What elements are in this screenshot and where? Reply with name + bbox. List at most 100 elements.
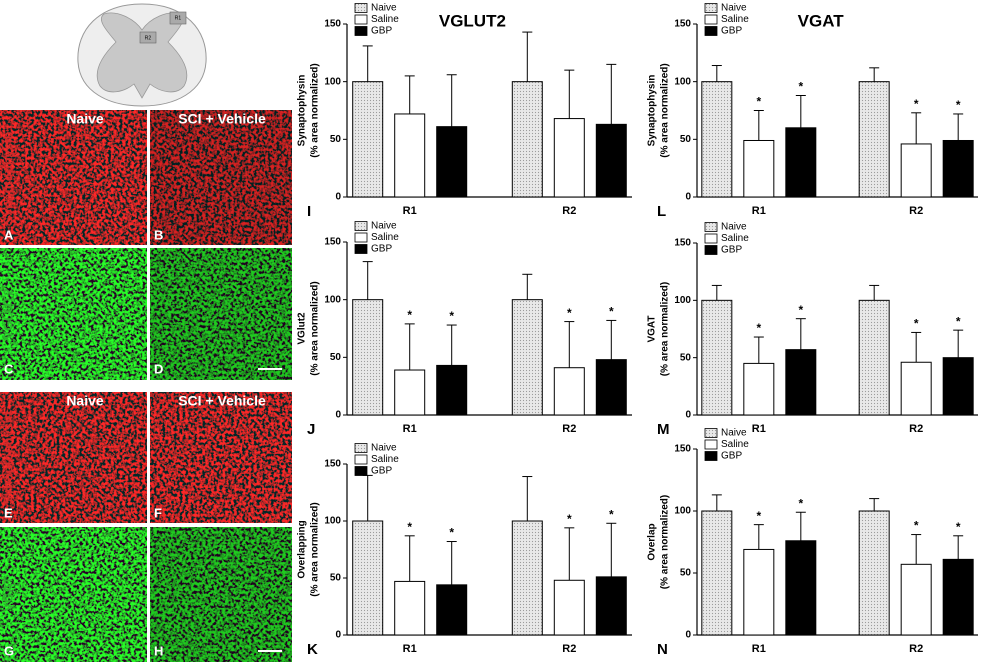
significance-marker: * bbox=[756, 321, 761, 335]
x-tick-label: R1 bbox=[403, 643, 417, 655]
legend-label: GBP bbox=[371, 26, 392, 37]
legend-label: GBP bbox=[721, 245, 742, 256]
y-tick-label: 0 bbox=[685, 410, 691, 421]
y-axis-label: Overlapping bbox=[297, 520, 308, 578]
legend-swatch bbox=[704, 26, 718, 36]
y-tick-label: 0 bbox=[685, 630, 691, 641]
y-axis-label: (% area normalized) bbox=[310, 63, 321, 157]
x-tick-label: R1 bbox=[403, 205, 417, 217]
legend-label: Saline bbox=[371, 14, 399, 25]
y-tick-label: 50 bbox=[330, 352, 342, 363]
bar bbox=[394, 580, 426, 636]
x-tick-label: R1 bbox=[752, 423, 766, 435]
y-axis-label: (% area normalized) bbox=[660, 495, 671, 589]
y-tick-label: 0 bbox=[335, 630, 341, 641]
significance-marker: * bbox=[914, 519, 919, 533]
y-axis-label: (% area normalized) bbox=[660, 282, 671, 376]
row-label: VGAT bbox=[0, 576, 15, 611]
x-tick-label: R2 bbox=[562, 643, 576, 655]
bar bbox=[394, 369, 426, 416]
legend-label: Naive bbox=[371, 443, 397, 454]
bar bbox=[436, 126, 468, 198]
panel-letter: C bbox=[4, 361, 14, 376]
x-tick-label: R2 bbox=[909, 643, 923, 655]
significance-marker: * bbox=[914, 317, 919, 331]
column-label: SCI + Vehicle bbox=[178, 393, 266, 409]
panel-letter: N bbox=[657, 641, 668, 658]
x-tick-label: R1 bbox=[403, 423, 417, 435]
y-tick-label: 100 bbox=[674, 295, 691, 306]
y-tick-label: 150 bbox=[324, 459, 341, 470]
legend-label: GBP bbox=[721, 26, 742, 37]
legend-label: Naive bbox=[371, 3, 397, 14]
panel-letter: J bbox=[307, 421, 315, 438]
legend-swatch bbox=[354, 232, 368, 243]
bar bbox=[701, 510, 733, 636]
legend-label: Saline bbox=[371, 454, 399, 465]
y-tick-label: 150 bbox=[324, 19, 341, 30]
y-axis-label: (% area normalized) bbox=[660, 63, 671, 157]
y-axis-label: Synaptophysin bbox=[297, 75, 308, 147]
y-tick-label: 50 bbox=[330, 573, 342, 584]
significance-marker: * bbox=[756, 95, 761, 109]
bar bbox=[785, 349, 817, 416]
y-tick-label: 50 bbox=[680, 134, 692, 145]
row-label: Synaptophysin bbox=[0, 411, 15, 504]
significance-marker: * bbox=[407, 308, 412, 322]
significance-marker: * bbox=[449, 526, 454, 540]
y-axis-label: Overlap bbox=[647, 523, 658, 560]
significance-marker: * bbox=[449, 309, 454, 323]
legend-swatch bbox=[704, 222, 718, 232]
y-tick-label: 100 bbox=[674, 506, 691, 517]
bar bbox=[858, 299, 890, 416]
micrograph bbox=[0, 392, 147, 523]
bar bbox=[858, 81, 890, 198]
micrograph bbox=[150, 527, 292, 662]
legend-swatch bbox=[704, 245, 718, 255]
legend-swatch bbox=[354, 3, 368, 13]
panel-letter: A bbox=[4, 227, 14, 242]
micrograph bbox=[0, 110, 147, 245]
bar bbox=[436, 364, 468, 416]
significance-marker: * bbox=[798, 303, 803, 317]
legend-swatch bbox=[354, 466, 368, 476]
bar bbox=[595, 359, 627, 416]
bar bbox=[942, 139, 974, 198]
significance-marker: * bbox=[956, 520, 961, 534]
bar bbox=[900, 563, 932, 636]
significance-marker: * bbox=[756, 509, 761, 523]
y-axis-label: Synaptophysin bbox=[647, 75, 658, 147]
legend-swatch bbox=[354, 221, 368, 231]
significance-marker: * bbox=[914, 97, 919, 111]
bar bbox=[394, 113, 426, 198]
micrograph bbox=[150, 248, 292, 380]
panel-letter: L bbox=[657, 203, 666, 220]
significance-marker: * bbox=[798, 496, 803, 510]
y-tick-label: 0 bbox=[685, 192, 691, 203]
micrograph-block: Naive SCI + Vehicle Synaptophysin VGAT E… bbox=[0, 392, 292, 662]
legend-swatch bbox=[354, 454, 368, 465]
legend-swatch bbox=[354, 26, 368, 36]
legend-label: GBP bbox=[721, 451, 742, 462]
y-tick-label: 100 bbox=[674, 76, 691, 87]
y-axis-label: VGlut2 bbox=[297, 312, 308, 345]
legend-label: Naive bbox=[721, 222, 747, 233]
panel-letter: M bbox=[657, 421, 670, 438]
legend-swatch bbox=[704, 428, 718, 438]
row-label: VGLUT2 bbox=[0, 288, 15, 339]
micrograph bbox=[0, 527, 147, 662]
bar bbox=[553, 118, 585, 198]
bar bbox=[785, 540, 817, 636]
significance-marker: * bbox=[956, 314, 961, 328]
legend-swatch bbox=[354, 244, 368, 254]
legend-swatch bbox=[354, 14, 368, 25]
bar bbox=[701, 299, 733, 416]
bar bbox=[785, 127, 817, 198]
region-label: R1 bbox=[175, 15, 182, 21]
y-axis-label: (% area normalized) bbox=[310, 502, 321, 596]
significance-marker: * bbox=[567, 512, 572, 526]
bar bbox=[701, 81, 733, 198]
bar bbox=[942, 357, 974, 416]
